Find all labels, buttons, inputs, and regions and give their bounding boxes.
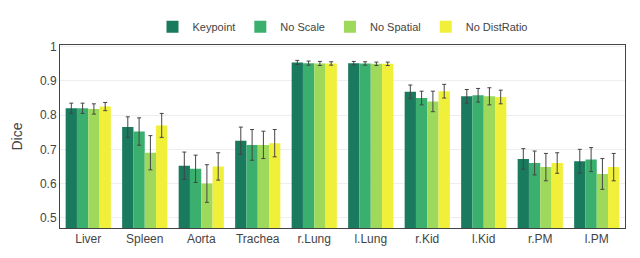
svg-text:Liver: Liver bbox=[75, 232, 101, 246]
svg-text:Keypoint: Keypoint bbox=[193, 21, 236, 33]
svg-text:l.Kid: l.Kid bbox=[472, 232, 495, 246]
svg-text:Trachea: Trachea bbox=[236, 232, 280, 246]
svg-text:No Scale: No Scale bbox=[280, 21, 325, 33]
svg-text:l.Lung: l.Lung bbox=[354, 232, 387, 246]
svg-text:1: 1 bbox=[50, 40, 57, 54]
svg-text:0.7: 0.7 bbox=[40, 143, 57, 157]
svg-text:0.5: 0.5 bbox=[40, 211, 57, 225]
svg-text:r.Lung: r.Lung bbox=[298, 232, 331, 246]
svg-text:0.8: 0.8 bbox=[40, 108, 57, 122]
svg-text:No DistRatio: No DistRatio bbox=[466, 21, 528, 33]
svg-text:Aorta: Aorta bbox=[187, 232, 216, 246]
svg-text:0.6: 0.6 bbox=[40, 177, 57, 191]
svg-text:No Spatial: No Spatial bbox=[370, 21, 421, 33]
svg-text:r.Kid: r.Kid bbox=[415, 232, 439, 246]
svg-text:Dice: Dice bbox=[9, 122, 25, 150]
svg-text:0.9: 0.9 bbox=[40, 74, 57, 88]
svg-text:r.PM: r.PM bbox=[528, 232, 553, 246]
svg-text:Spleen: Spleen bbox=[126, 232, 163, 246]
svg-text:l.PM: l.PM bbox=[585, 232, 609, 246]
